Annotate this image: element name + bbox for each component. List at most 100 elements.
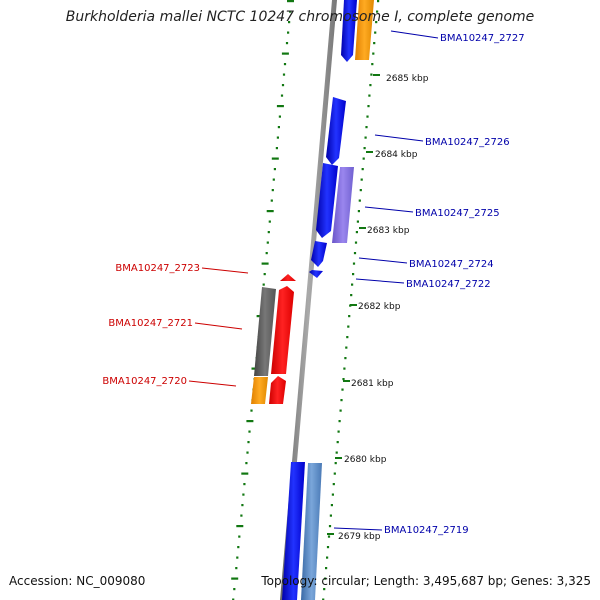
- label-bma10247-2727[interactable]: BMA10247_2727: [390, 30, 525, 44]
- gene-bma10247-2725[interactable]: [316, 163, 338, 238]
- guide-dot: [339, 409, 342, 412]
- gene-steel-blue[interactable]: [301, 463, 322, 600]
- guide-dot: [367, 105, 370, 108]
- guide-dot: [265, 252, 268, 255]
- gene-bma10247-2727[interactable]: [341, 0, 357, 62]
- guide-dot: [337, 430, 340, 433]
- gene-bma10247-2722[interactable]: [309, 270, 323, 278]
- guide-dot: [262, 283, 265, 286]
- guide-dot: [322, 598, 325, 600]
- guide-dot: [287, 0, 294, 3]
- gene-bma10247-2719[interactable]: [282, 462, 305, 600]
- gene-bma10247-2723[interactable]: [280, 274, 296, 281]
- tick-label: 2681 kbp: [351, 379, 394, 389]
- scale-tick-2679: 2679 kbp: [327, 532, 381, 542]
- tick-label: 2683 kbp: [367, 226, 410, 236]
- guide-dot: [374, 31, 377, 34]
- label-bma10247-2725[interactable]: BMA10247_2725: [364, 206, 500, 219]
- guide-dot: [362, 157, 365, 160]
- guide-dot: [375, 21, 378, 24]
- guide-dot: [345, 346, 348, 349]
- guide-dot: [275, 147, 278, 150]
- scale-tick-2684: 2684 kbp: [366, 150, 418, 160]
- guide-dot: [323, 588, 326, 591]
- guide-dot: [369, 84, 372, 87]
- gene-label-text[interactable]: BMA10247_2724: [409, 259, 494, 270]
- guide-dot: [333, 472, 336, 475]
- guide-dot: [241, 472, 249, 475]
- guide-dot: [352, 273, 355, 276]
- gene-label-text[interactable]: BMA10247_2723: [115, 263, 200, 274]
- tick-label: 2684 kbp: [375, 150, 418, 160]
- guide-dot: [358, 199, 361, 202]
- guide-dot: [377, 0, 380, 3]
- guide-dot: [351, 283, 354, 286]
- gene-bma10247-2720[interactable]: [269, 376, 286, 404]
- guide-dot: [266, 210, 274, 213]
- guide-dot: [282, 73, 286, 76]
- guide-dot: [267, 231, 270, 234]
- guide-dot: [335, 451, 338, 454]
- guide-dot: [360, 178, 363, 181]
- label-bma10247-2724[interactable]: BMA10247_2724: [358, 257, 494, 270]
- label-bma10247-2723[interactable]: BMA10247_2723: [115, 263, 249, 274]
- guide-dot: [368, 94, 371, 97]
- gene-orange-rev[interactable]: [251, 377, 268, 404]
- gene-label-text[interactable]: BMA10247_2727: [440, 33, 525, 44]
- guide-dot: [350, 294, 353, 297]
- guide-dot: [326, 546, 330, 549]
- guide-dot: [276, 136, 279, 139]
- guide-dot: [237, 546, 240, 549]
- guide-dot: [246, 420, 254, 423]
- guide-dot: [336, 441, 339, 444]
- guide-dot: [270, 199, 273, 202]
- outer-dotted-guide: [322, 0, 380, 600]
- label-bma10247-2726[interactable]: BMA10247_2726: [374, 134, 510, 148]
- guide-dot: [246, 451, 249, 454]
- gene-label-text[interactable]: BMA10247_2721: [108, 318, 193, 329]
- gene-label-text[interactable]: BMA10247_2725: [415, 208, 500, 219]
- guide-dot: [245, 462, 248, 465]
- guide-dot: [332, 483, 335, 486]
- gene-label-text[interactable]: BMA10247_2722: [406, 279, 491, 290]
- tick-label: 2682 kbp: [358, 302, 401, 312]
- guide-dot: [280, 94, 284, 97]
- guide-dot: [340, 399, 343, 402]
- guide-dot: [236, 525, 244, 528]
- genome-backbone: [280, 0, 337, 600]
- scale-tick-2683: 2683 kbp: [359, 226, 410, 236]
- guide-dot: [341, 388, 344, 391]
- label-bma10247-2721[interactable]: BMA10247_2721: [108, 318, 243, 330]
- guide-dot: [281, 52, 289, 55]
- gene-label-text[interactable]: BMA10247_2726: [425, 137, 510, 148]
- guide-dot: [278, 115, 281, 118]
- label-bma10247-2720[interactable]: BMA10247_2720: [102, 376, 237, 387]
- label-bma10247-2719[interactable]: BMA10247_2719: [333, 525, 469, 536]
- gene-orange-top[interactable]: [355, 0, 374, 60]
- gene-bma10247-2724[interactable]: [311, 241, 327, 267]
- guide-dot: [281, 84, 285, 87]
- scale-tick-2681: 2681 kbp: [343, 379, 394, 389]
- guide-dot: [288, 21, 291, 24]
- guide-dot: [330, 504, 333, 507]
- gene-label-text[interactable]: BMA10247_2719: [384, 525, 469, 536]
- guide-dot: [356, 220, 359, 223]
- gene-bma10247-2726[interactable]: [326, 97, 346, 165]
- tick-label: 2680 kbp: [344, 455, 387, 465]
- guide-dot: [287, 31, 290, 34]
- guide-dot: [232, 598, 235, 600]
- gene-bma10247-2721[interactable]: [271, 286, 294, 374]
- guide-dot: [373, 42, 376, 45]
- guide-dot: [242, 493, 245, 496]
- guide-dot: [329, 514, 332, 517]
- label-bma10247-2722[interactable]: BMA10247_2722: [355, 278, 491, 290]
- gene-bma10247-2725-purple[interactable]: [332, 167, 354, 243]
- guide-dot: [247, 441, 250, 444]
- gene-label-text[interactable]: BMA10247_2720: [102, 376, 187, 387]
- guide-dot: [235, 567, 238, 570]
- guide-dot: [233, 588, 236, 591]
- gene-gray-rev[interactable]: [254, 287, 276, 376]
- guide-dot: [352, 262, 356, 265]
- guide-dot: [334, 462, 337, 465]
